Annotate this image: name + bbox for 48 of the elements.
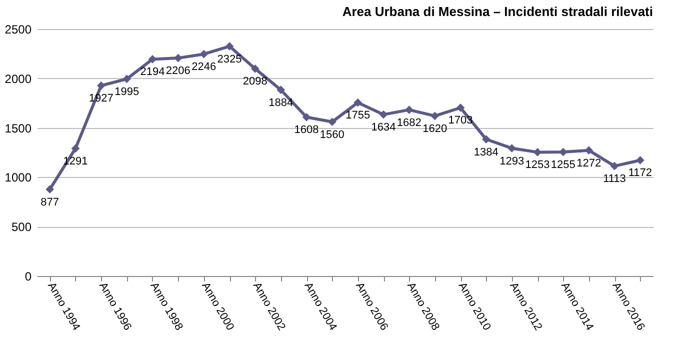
data-label: 1293 — [500, 155, 524, 168]
point — [430, 112, 440, 120]
data-label: 2098 — [242, 76, 268, 88]
point — [225, 42, 234, 50]
point — [200, 50, 208, 58]
point — [508, 144, 516, 152]
data-label: 1634 — [371, 122, 396, 134]
chart-title: Area Urbana di Messina – Incidenti stradali rilevati — [342, 4, 653, 19]
point — [456, 104, 465, 112]
point — [404, 106, 414, 114]
point — [71, 144, 80, 153]
point — [584, 146, 594, 155]
data-label: 1560 — [320, 128, 344, 141]
data-label: 1755 — [346, 110, 370, 122]
point — [250, 64, 260, 73]
y-tick-label: 500 — [11, 220, 32, 234]
data-label: 1113 — [603, 173, 626, 186]
point — [482, 135, 490, 144]
data-label: 2325 — [217, 53, 242, 66]
data-label: 2194 — [140, 66, 165, 78]
point — [328, 118, 336, 126]
data-label: 1255 — [550, 159, 576, 172]
point — [379, 110, 388, 119]
data-label: 1384 — [474, 146, 498, 158]
y-tick-label: 1000 — [4, 170, 32, 185]
point — [302, 112, 311, 122]
data-label: 1608 — [294, 124, 319, 136]
point — [46, 185, 54, 194]
point — [122, 74, 132, 84]
point — [610, 162, 619, 170]
data-label: 2206 — [166, 65, 190, 78]
point — [96, 81, 106, 90]
y-tick-label: 0 — [24, 270, 32, 284]
data-label: 1620 — [422, 122, 448, 135]
y-tick-label: 2000 — [4, 72, 32, 86]
y-tick-label: 1500 — [4, 121, 32, 136]
point — [276, 86, 286, 94]
data-label: 1253 — [525, 159, 550, 172]
data-label: 1272 — [576, 157, 602, 170]
data-label: 877 — [40, 196, 60, 208]
y-tick-label: 2500 — [4, 22, 32, 36]
point — [636, 156, 644, 164]
data-label: 1172 — [628, 167, 652, 180]
point — [354, 98, 362, 107]
data-label: 1682 — [396, 116, 422, 129]
data-label: 1884 — [268, 96, 294, 109]
data-label: 2246 — [192, 61, 216, 74]
data-label: 1995 — [114, 86, 140, 98]
